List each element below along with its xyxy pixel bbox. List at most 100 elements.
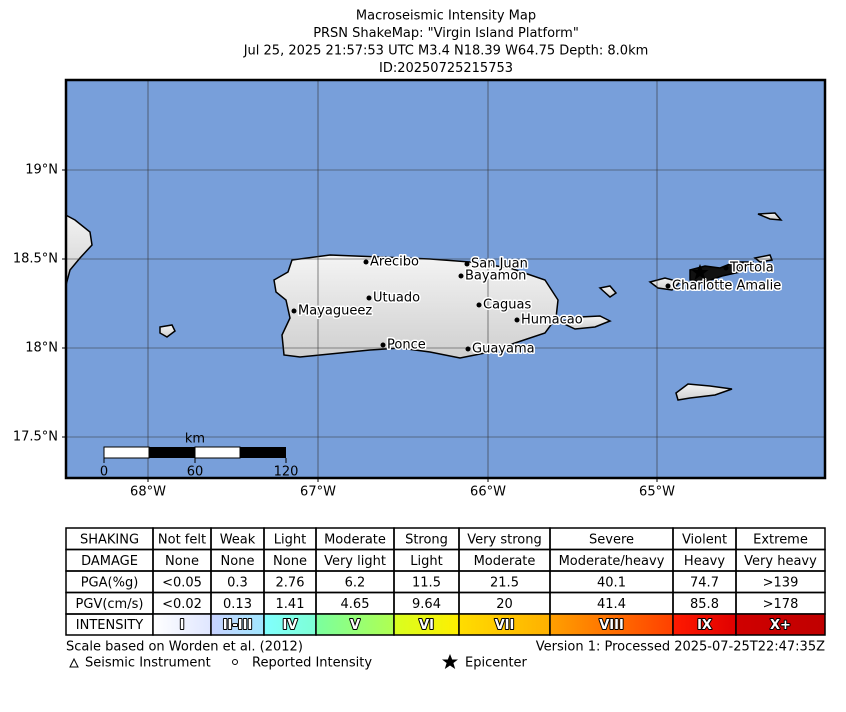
scale-segment [240,447,286,458]
table-value: 74.7 [690,575,719,590]
intensity-symbol [232,659,238,665]
table-value: Light [410,554,442,569]
table-value: 20 [496,597,513,612]
city-dot [380,342,386,348]
table-value: 40.1 [597,575,626,590]
table-cell [735,613,826,636]
st-croix [675,383,733,401]
intensity-color [673,614,736,635]
title-line: Macroseismic Intensity Map [356,9,536,24]
lat-label: 18°N [25,341,58,356]
table-value: 2.76 [276,575,305,590]
city-label: Mayagueez [298,304,372,319]
table-value: >178 [763,597,799,612]
lon-label: 66°W [470,485,506,500]
version: Version 1: Processed 2025-07-25T22:47:35… [536,640,825,655]
city-label: Arecibo [370,255,419,270]
city-dot [291,308,297,314]
title-line: PRSN ShakeMap: "Virgin Island Platform" [313,26,579,41]
city-dot [458,273,464,279]
intensity-color [153,614,211,635]
table-value: 6.2 [345,575,366,590]
scale-note: Scale based on Worden et al. (2012) [66,640,303,655]
city-dot [723,265,729,271]
landmass [66,212,783,401]
intensity-color [316,614,394,635]
intensity-label: II-III [223,618,253,633]
scale-label: 120 [274,465,299,480]
intensity-color [264,614,316,635]
row-label: PGA(%g) [81,575,139,590]
city-label: Caguas [483,298,532,313]
lat-label: 19°N [25,163,58,178]
intensity-label: I [180,618,185,633]
intensity-color [211,614,264,635]
map-frame [64,78,827,480]
legend-symbols [69,654,458,669]
table-value: Not felt [158,532,206,547]
table-value: Extreme [753,532,808,547]
table-value: 4.65 [341,597,370,612]
city-label: Guayama [472,342,535,357]
anegada [757,212,783,221]
lon-label: 67°W [300,485,336,500]
city-label: Ponce [387,338,426,353]
intensity-label: X+ [770,618,791,633]
table-value: Moderate [324,532,386,547]
virgin-gorda [753,254,774,263]
city-dot [363,259,369,265]
culebra [598,285,618,298]
scale-unit: km [185,432,205,447]
table-value: >139 [763,575,799,590]
city-dot [465,346,471,352]
table-value: Violent [682,532,727,547]
intensity-table: SHAKING Not felt Weak Light Moderate Strong Ve… [65,527,826,636]
city-dot [366,295,372,301]
intensity-label: IV [283,618,298,633]
epicenter-symbol [442,654,458,669]
scale-bar: km 0 60 120 [100,432,299,480]
table-value: Moderate [474,554,536,569]
st-thomas [648,277,682,291]
table-value: Very heavy [744,554,817,569]
intensity-color [459,614,550,635]
legend-label: Epicenter [465,656,528,671]
mona-island [159,324,176,338]
scale-segment [149,447,195,458]
table-value: None [221,554,255,569]
row-label: INTENSITY [76,618,143,633]
city-label: Bayamon [465,269,526,284]
epicenter-star [691,264,709,280]
table-value: 11.5 [412,575,441,590]
lon-label: 65°W [639,485,675,500]
puerto-rico [273,254,559,359]
intensity-color [736,614,825,635]
vieques [557,315,612,330]
instrument-symbol [69,657,79,668]
city-dot [476,302,482,308]
intensity-color [394,614,459,635]
table-value: None [273,554,307,569]
city-dot [665,283,671,289]
lon-label: 68°W [130,485,166,500]
intensity-label: VIII [599,618,624,633]
table-value: 21.5 [490,575,519,590]
title-line: ID:20250725215753 [379,61,513,76]
table-value: 0.3 [227,575,248,590]
table-value: <0.05 [162,575,202,590]
scale-label: 60 [187,465,204,480]
table-value: Heavy [684,554,725,569]
table-value: Severe [589,532,634,547]
row-label: PGV(cm/s) [76,597,144,612]
city-label: Tortola [729,261,774,276]
city-dot [514,317,520,323]
intensity-label: VII [495,618,515,633]
table-value: <0.02 [162,597,202,612]
st-john-tortola [689,261,755,283]
intensity-label: V [350,618,360,633]
table-value: 0.13 [223,597,252,612]
